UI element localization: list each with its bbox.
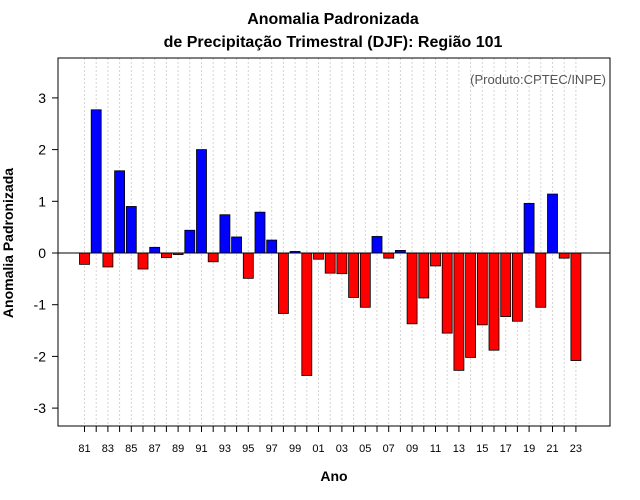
bar-91 (196, 149, 207, 254)
y-tick-label: 0 (38, 245, 46, 261)
y-tick-label: -1 (34, 297, 47, 313)
bar-16 (488, 252, 500, 351)
x-tick-label: 11 (430, 443, 441, 455)
bar-10 (418, 252, 430, 299)
y-tick-label: 3 (38, 90, 46, 106)
x-tick-label: 21 (546, 443, 558, 455)
y-tick-label: 1 (38, 193, 46, 209)
x-tick-label: 23 (570, 443, 582, 455)
x-tick-label: 93 (219, 443, 231, 455)
x-tick-label: 05 (359, 443, 371, 455)
y-tick-label: -3 (34, 400, 47, 416)
bar-04 (348, 252, 360, 298)
bar-84 (114, 170, 125, 254)
y-tick-label: -2 (34, 348, 47, 364)
bar-81 (79, 252, 90, 265)
x-tick-label: 91 (195, 443, 207, 455)
x-tick-label: 85 (125, 443, 137, 455)
x-tick-label: 01 (312, 443, 324, 455)
bar-06 (371, 236, 383, 254)
x-tick-label: 17 (500, 443, 512, 455)
bar-22 (558, 252, 570, 259)
bar-09 (406, 252, 418, 325)
x-axis: 81 83 85 87 89 91 93 95 97 99 01 03 05 07 09 11 13 15 17 19… (78, 426, 582, 455)
bar-12 (441, 252, 453, 334)
bar-07 (383, 252, 395, 259)
x-tick-label: 81 (78, 443, 90, 455)
y-axis-title: Anomalia Padronizada (0, 168, 16, 318)
bar-14 (465, 252, 477, 358)
bar-94 (231, 236, 243, 254)
x-tick-label: 19 (523, 443, 535, 455)
x-tick-label: 83 (102, 443, 114, 455)
bar-18 (512, 252, 523, 322)
bar-23 (570, 252, 582, 361)
bar-20 (535, 252, 547, 308)
x-tick-label: 99 (289, 443, 301, 455)
y-tick-label: 2 (38, 142, 46, 158)
bars (79, 109, 582, 376)
chart-subtitle: de Precipitação Trimestral (DJF): Região… (164, 34, 503, 51)
bar-19 (523, 202, 535, 254)
bar-83 (102, 252, 114, 268)
x-tick-label: 09 (406, 443, 418, 455)
bar-93 (219, 214, 231, 254)
bar-92 (207, 252, 219, 263)
x-tick-label: 97 (266, 443, 278, 455)
x-tick-label: 87 (149, 443, 161, 455)
bar-82 (90, 109, 102, 254)
vertical-gridlines (84, 58, 577, 426)
y-axis: 3 2 1 0 -1 -2 -3 (34, 90, 58, 416)
bar-11 (430, 252, 441, 267)
x-tick-label: 15 (476, 443, 488, 455)
x-tick-label: 07 (383, 443, 395, 455)
x-tick-label: 03 (336, 443, 348, 455)
plot-frame (57, 57, 611, 427)
x-axis-title: Ano (320, 468, 347, 484)
bar-15 (476, 252, 488, 326)
x-tick-label: 95 (242, 443, 254, 455)
bar-97 (266, 239, 278, 254)
x-tick-label: 89 (172, 443, 184, 455)
bar-13 (453, 252, 465, 371)
chart-title: Anomalia Padronizada (247, 11, 419, 28)
bar-90 (184, 229, 196, 254)
credit-label: (Produto:CPTEC/INPE) (470, 72, 606, 87)
bar-17 (500, 252, 512, 317)
bar-03 (336, 252, 348, 275)
bar-96 (254, 211, 266, 254)
x-tick-label: 13 (453, 443, 465, 455)
bar-85 (125, 206, 137, 254)
bar-95 (242, 252, 254, 279)
bar-98 (277, 252, 289, 314)
bar-00 (301, 252, 313, 376)
bar-01 (313, 252, 324, 260)
bar-21 (547, 193, 558, 254)
bar-88 (160, 252, 172, 259)
bar-02 (324, 252, 336, 274)
bar-87 (149, 246, 161, 254)
bar-86 (137, 252, 149, 270)
bar-05 (359, 252, 371, 308)
